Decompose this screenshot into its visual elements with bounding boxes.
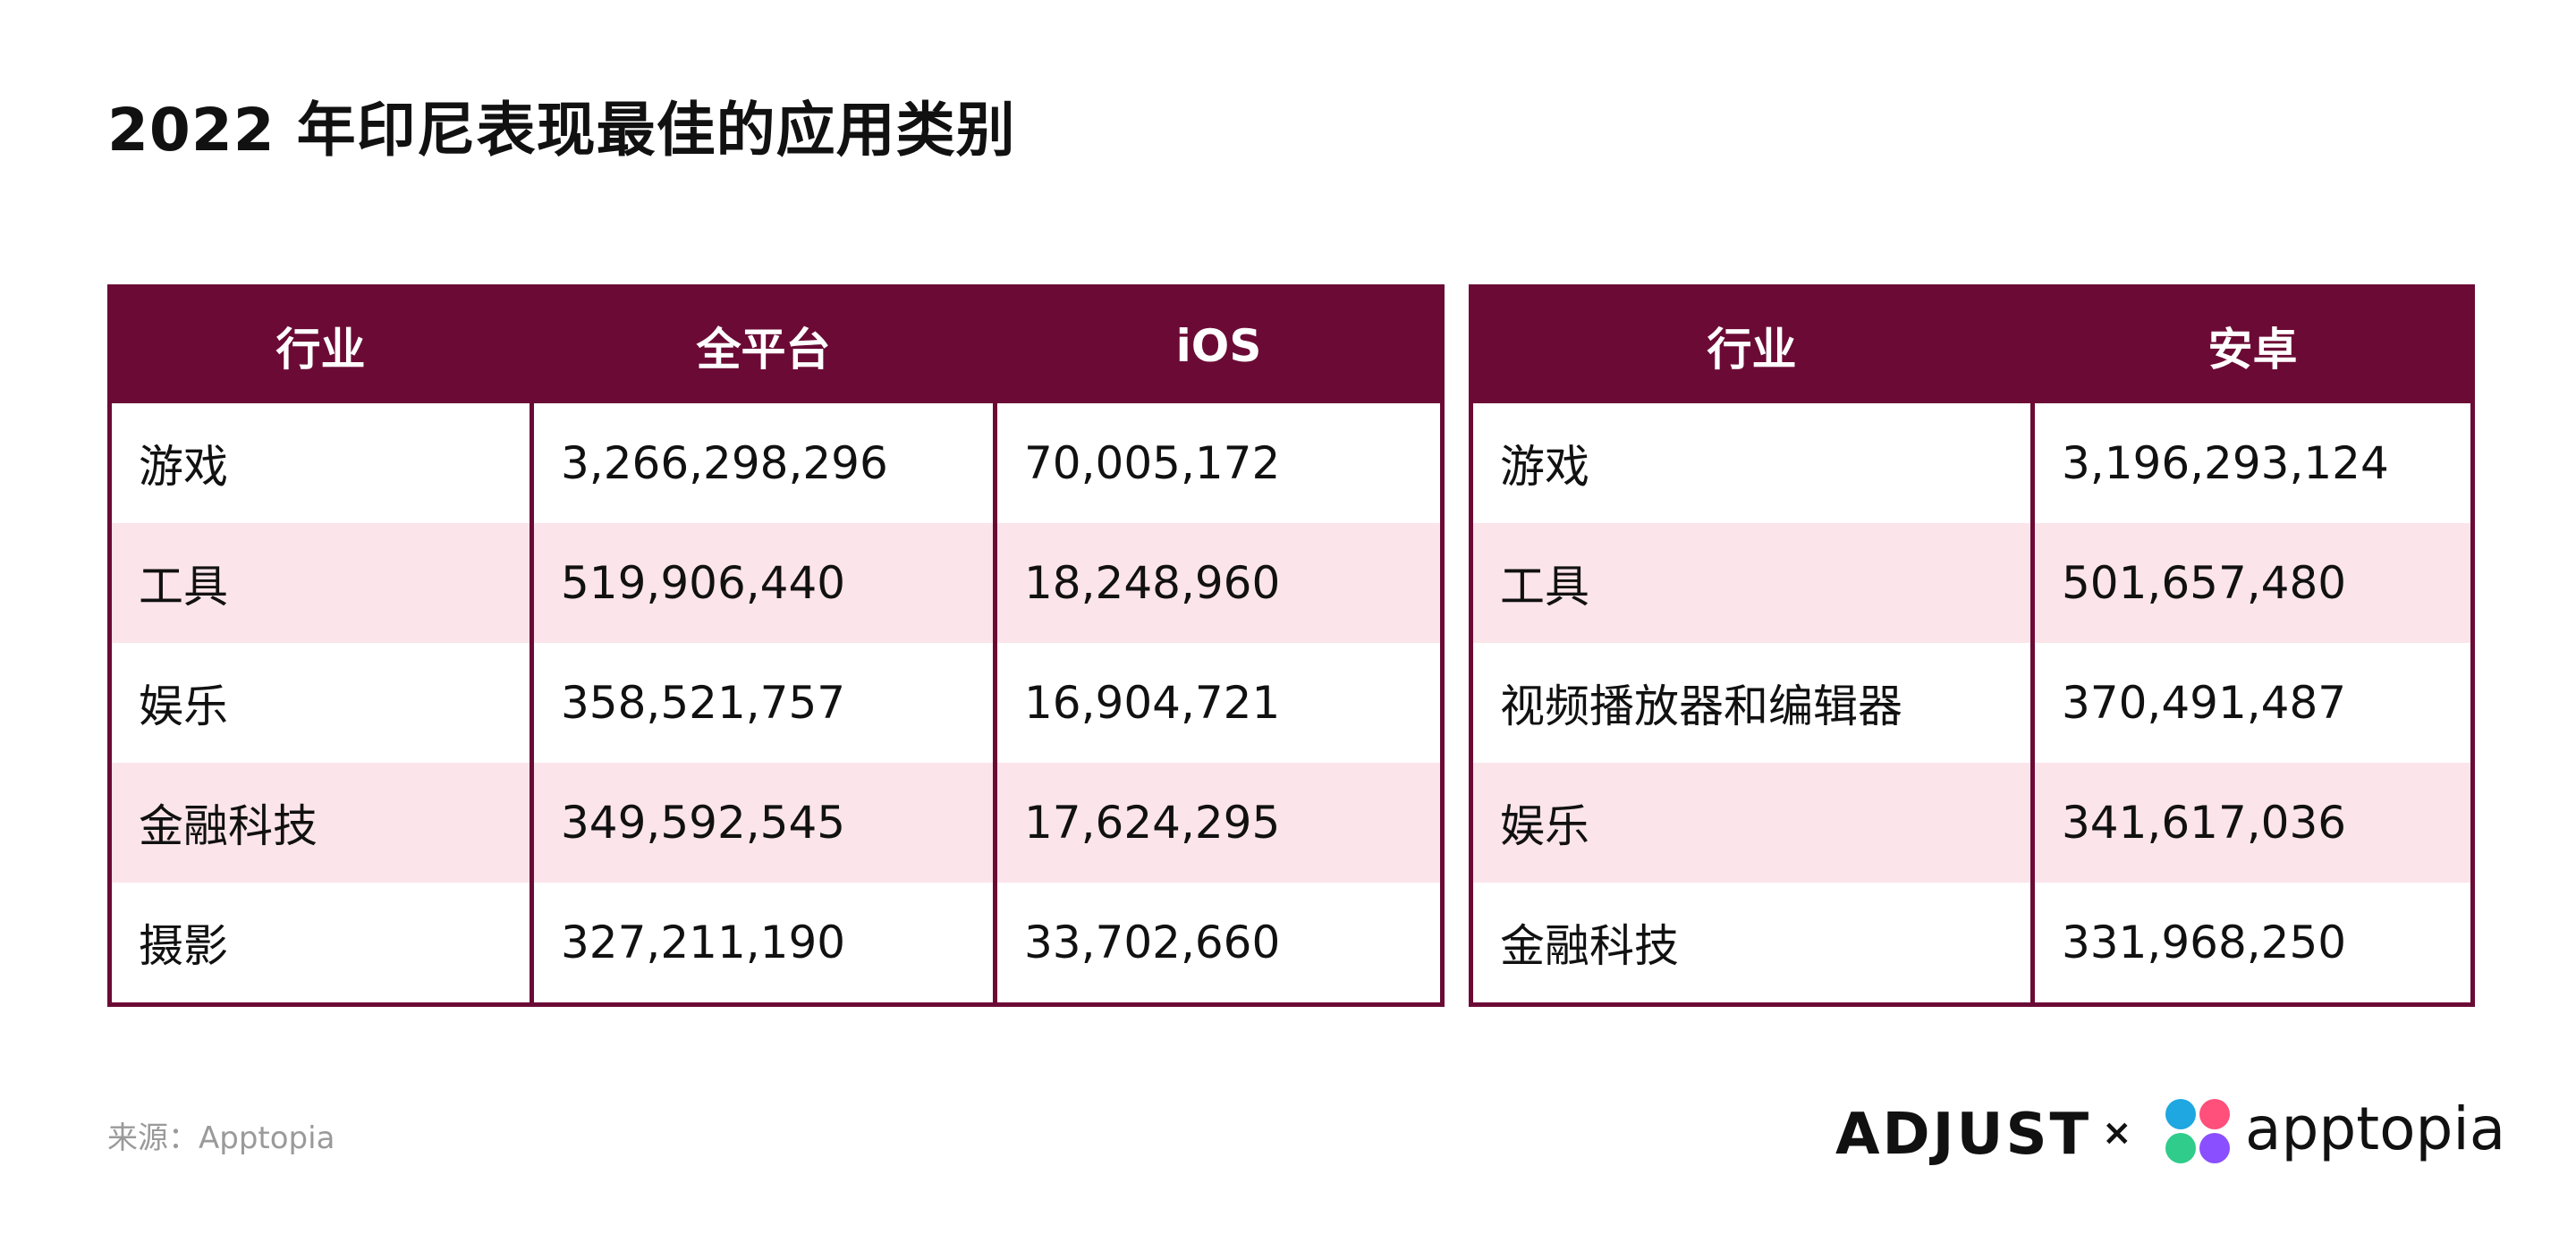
table-row: 金融科技 331,968,250 xyxy=(1471,883,2473,1005)
industry-cell: 工具 xyxy=(1470,523,2033,643)
android-value: 341,617,036 xyxy=(2030,763,2473,883)
ios-value: 18,248,960 xyxy=(993,523,1443,643)
ios-value: 33,702,660 xyxy=(993,883,1443,1005)
ios-value: 17,624,295 xyxy=(993,763,1443,883)
apptopia-icon-petal-pink xyxy=(2199,1099,2230,1129)
page-title: 2022 年印尼表现最佳的应用类别 xyxy=(107,96,1016,165)
industry-cell: 游戏 xyxy=(1500,441,1589,493)
apptopia-icon-petal-green xyxy=(2165,1133,2196,1163)
column-header-all-platforms: 全平台 xyxy=(530,286,996,403)
industry-cell: 娱乐 xyxy=(1470,763,2033,883)
android-value: 3,196,293,124 xyxy=(2030,403,2473,523)
table-row: 娱乐 341,617,036 xyxy=(1470,763,2473,883)
table-row: 游戏 3,196,293,124 xyxy=(1471,403,2473,523)
table-row: 娱乐 358,521,757 16,904,721 xyxy=(110,643,1443,763)
adjust-logo: ADJUST xyxy=(1835,1102,2092,1168)
industry-cell: 视频播放器和编辑器 xyxy=(1500,680,1902,732)
all-platforms-value: 519,906,440 xyxy=(530,523,996,643)
android-value: 331,968,250 xyxy=(2030,883,2473,1005)
all-platforms-value: 358,521,757 xyxy=(530,643,996,763)
apptopia-icon-petal-blue xyxy=(2165,1099,2196,1129)
industry-cell: 金融科技 xyxy=(1500,920,1679,972)
all-platforms-value: 3,266,298,296 xyxy=(530,403,996,523)
column-header-industry: 行业 xyxy=(1470,286,2033,403)
industry-cell: 娱乐 xyxy=(139,680,228,732)
industry-cell: 金融科技 xyxy=(109,763,532,883)
all-platforms-value: 327,211,190 xyxy=(530,883,996,1005)
table-row: 视频播放器和编辑器 370,491,487 xyxy=(1471,643,2473,763)
ios-value: 70,005,172 xyxy=(993,403,1443,523)
table-row: 工具 519,906,440 18,248,960 xyxy=(109,523,1443,643)
column-header-ios: iOS xyxy=(993,286,1443,403)
apptopia-logo: apptopia xyxy=(2245,1095,2506,1163)
table-row: 摄影 327,211,190 33,702,660 xyxy=(110,883,1443,1005)
apptopia-icon xyxy=(2165,1099,2230,1163)
android-value: 370,491,487 xyxy=(2030,643,2473,763)
table-row: 游戏 3,266,298,296 70,005,172 xyxy=(110,403,1443,523)
table-android: 行业 安卓 游戏 3,196,293,124 工具 501,657,480 视频… xyxy=(1469,284,2475,1007)
source-note: 来源：Apptopia xyxy=(107,1120,335,1156)
apptopia-icon-petal-purple xyxy=(2199,1133,2230,1163)
table-header-row: 行业 安卓 xyxy=(1470,286,2473,403)
column-header-industry: 行业 xyxy=(109,286,532,403)
logo-separator: × xyxy=(2102,1112,2132,1154)
industry-cell: 工具 xyxy=(109,523,532,643)
column-header-android: 安卓 xyxy=(2030,286,2473,403)
ios-value: 16,904,721 xyxy=(993,643,1443,763)
table-all-platforms-ios: 行业 全平台 iOS 游戏 3,266,298,296 70,005,172 工… xyxy=(107,284,1445,1007)
industry-cell: 游戏 xyxy=(139,441,228,493)
industry-cell: 摄影 xyxy=(139,920,228,972)
all-platforms-value: 349,592,545 xyxy=(530,763,996,883)
android-value: 501,657,480 xyxy=(2030,523,2473,643)
table-row: 金融科技 349,592,545 17,624,295 xyxy=(109,763,1443,883)
table-row: 工具 501,657,480 xyxy=(1470,523,2473,643)
table-header-row: 行业 全平台 iOS xyxy=(109,286,1443,403)
